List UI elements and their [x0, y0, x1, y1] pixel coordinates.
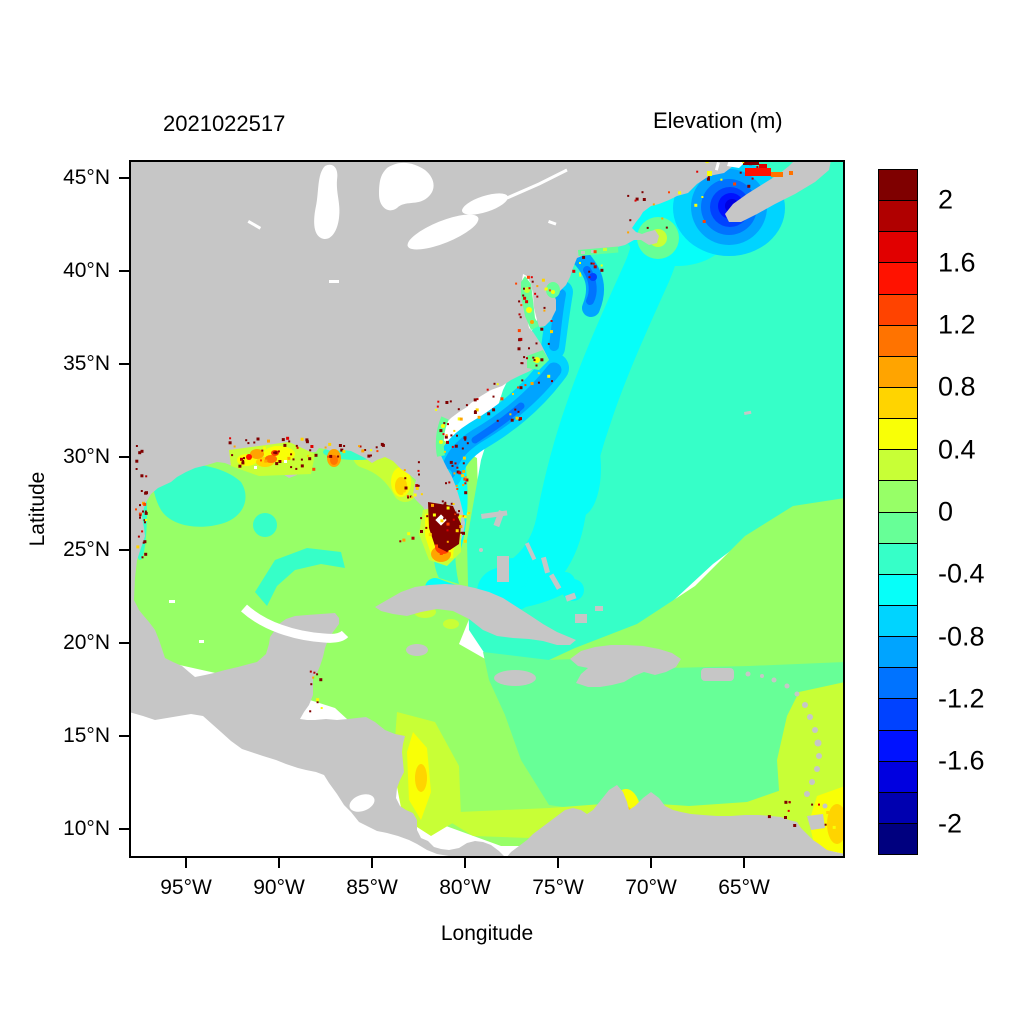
cuba [375, 584, 576, 645]
hispaniola [570, 645, 681, 687]
y-tick-mark-30°N [119, 456, 129, 458]
colorbar-segment-6 [879, 636, 917, 668]
nova-scotia-low-bullseye [673, 160, 785, 256]
lesser-antilles-islands [745, 671, 828, 809]
lake-ontario [462, 193, 508, 215]
bahamas-islands [479, 510, 603, 623]
y-tick-mark-25°N [119, 549, 129, 551]
x-tick-mark-85°W [371, 858, 373, 868]
y-tick-mark-15°N [119, 735, 129, 737]
y-tick-label-35°N: 35°N [63, 352, 110, 375]
yucatan-bank-dry-band [240, 604, 349, 643]
colorbar-segment-7 [879, 604, 917, 637]
st-lawrence-river [506, 168, 568, 200]
map-plot-area [129, 160, 845, 858]
colorbar-label--0.8: -0.8 [938, 621, 985, 652]
y-tick-mark-40°N [119, 270, 129, 272]
colorbar-label-2: 2 [938, 184, 954, 215]
colorbar-segment-11 [879, 480, 917, 512]
x-tick-mark-70°W [650, 858, 652, 868]
colorbar-segment-19 [879, 231, 917, 263]
colorbar-label-0.8: 0.8 [938, 371, 976, 402]
y-tick-label-45°N: 45°N [63, 166, 110, 189]
x-tick-label-80°W: 80°W [439, 876, 491, 899]
y-tick-label-40°N: 40°N [63, 259, 110, 282]
y-tick-label-15°N: 15°N [63, 724, 110, 747]
colorbar-label-0: 0 [938, 496, 954, 527]
plot-timestamp-title: 2021022517 [163, 111, 286, 136]
colorbar-segment-1 [879, 791, 917, 823]
colorbar-label-1.6: 1.6 [938, 247, 976, 278]
x-tick-mark-90°W [278, 858, 280, 868]
lake-huron [379, 162, 434, 211]
long-island-strip [578, 246, 619, 256]
colorbar-segment-13 [879, 418, 917, 450]
colorbar-segment-5 [879, 667, 917, 699]
jamaica [494, 670, 536, 686]
puerto-rico [701, 668, 734, 681]
colorbar-segment-21 [879, 170, 917, 201]
lake-nicaragua [349, 794, 375, 812]
colorbar-segment-9 [879, 542, 917, 574]
colorbar-segment-12 [879, 449, 917, 481]
x-tick-mark-80°W [464, 858, 466, 868]
colorbar-label-0.4: 0.4 [938, 434, 976, 465]
lake-michigan [314, 164, 340, 240]
colorbar-segment-18 [879, 262, 917, 294]
x-axis-title: Longitude [440, 922, 534, 945]
georgia-marsh-strip [435, 416, 449, 457]
trinidad [807, 814, 825, 830]
y-tick-mark-20°N [119, 642, 129, 644]
colorbar-segment-4 [879, 698, 917, 730]
plot-frame [129, 160, 845, 858]
colorbar-label-1.2: 1.2 [938, 309, 976, 340]
plot-variable-title: Elevation (m) [653, 108, 783, 133]
x-tick-mark-65°W [743, 858, 745, 868]
colorbar-label--0.4: -0.4 [938, 558, 985, 589]
x-tick-label-85°W: 85°W [346, 876, 398, 899]
lakes-and-no-data [169, 160, 747, 812]
colorbar-segment-0 [879, 822, 917, 855]
y-tick-label-30°N: 30°N [63, 445, 110, 468]
colorbar-segment-3 [879, 729, 917, 761]
colorbar-segment-20 [879, 200, 917, 232]
colorbar-label--1.2: -1.2 [938, 683, 985, 714]
colorbar-segment-15 [879, 355, 917, 387]
nova-scotia [725, 160, 831, 222]
colorbar-segment-16 [879, 324, 917, 356]
colorbar-segment-8 [879, 573, 917, 605]
colorbar-segment-10 [879, 511, 917, 543]
y-tick-mark-45°N [119, 177, 129, 179]
isla-juventud [406, 644, 428, 656]
colorbar-segment-17 [879, 293, 917, 325]
x-tick-label-95°W: 95°W [160, 876, 212, 899]
colorbar-segment-2 [879, 760, 917, 792]
y-tick-label-25°N: 25°N [63, 538, 110, 561]
colorbar-label--2: -2 [938, 808, 963, 839]
x-tick-mark-75°W [557, 858, 559, 868]
y-axis-title: Latitude [26, 471, 49, 547]
coastal-flood-overlays [229, 160, 793, 566]
y-tick-mark-10°N [119, 828, 129, 830]
colorbar [878, 169, 918, 855]
louisiana-delta-highs [229, 442, 315, 476]
x-tick-label-65°W: 65°W [718, 876, 770, 899]
south-america [506, 785, 845, 858]
y-tick-label-20°N: 20°N [63, 631, 110, 654]
colorbar-label--1.6: -1.6 [938, 745, 985, 776]
x-tick-label-70°W: 70°W [625, 876, 677, 899]
bermuda [744, 410, 752, 415]
lake-erie [407, 214, 479, 250]
x-tick-label-90°W: 90°W [253, 876, 305, 899]
coastal-wet-dry-speckles [135, 160, 836, 829]
x-tick-label-75°W: 75°W [532, 876, 584, 899]
x-tick-mark-95°W [185, 858, 187, 868]
y-tick-mark-35°N [119, 363, 129, 365]
colorbar-segment-14 [879, 386, 917, 419]
y-tick-label-10°N: 10°N [63, 817, 110, 840]
